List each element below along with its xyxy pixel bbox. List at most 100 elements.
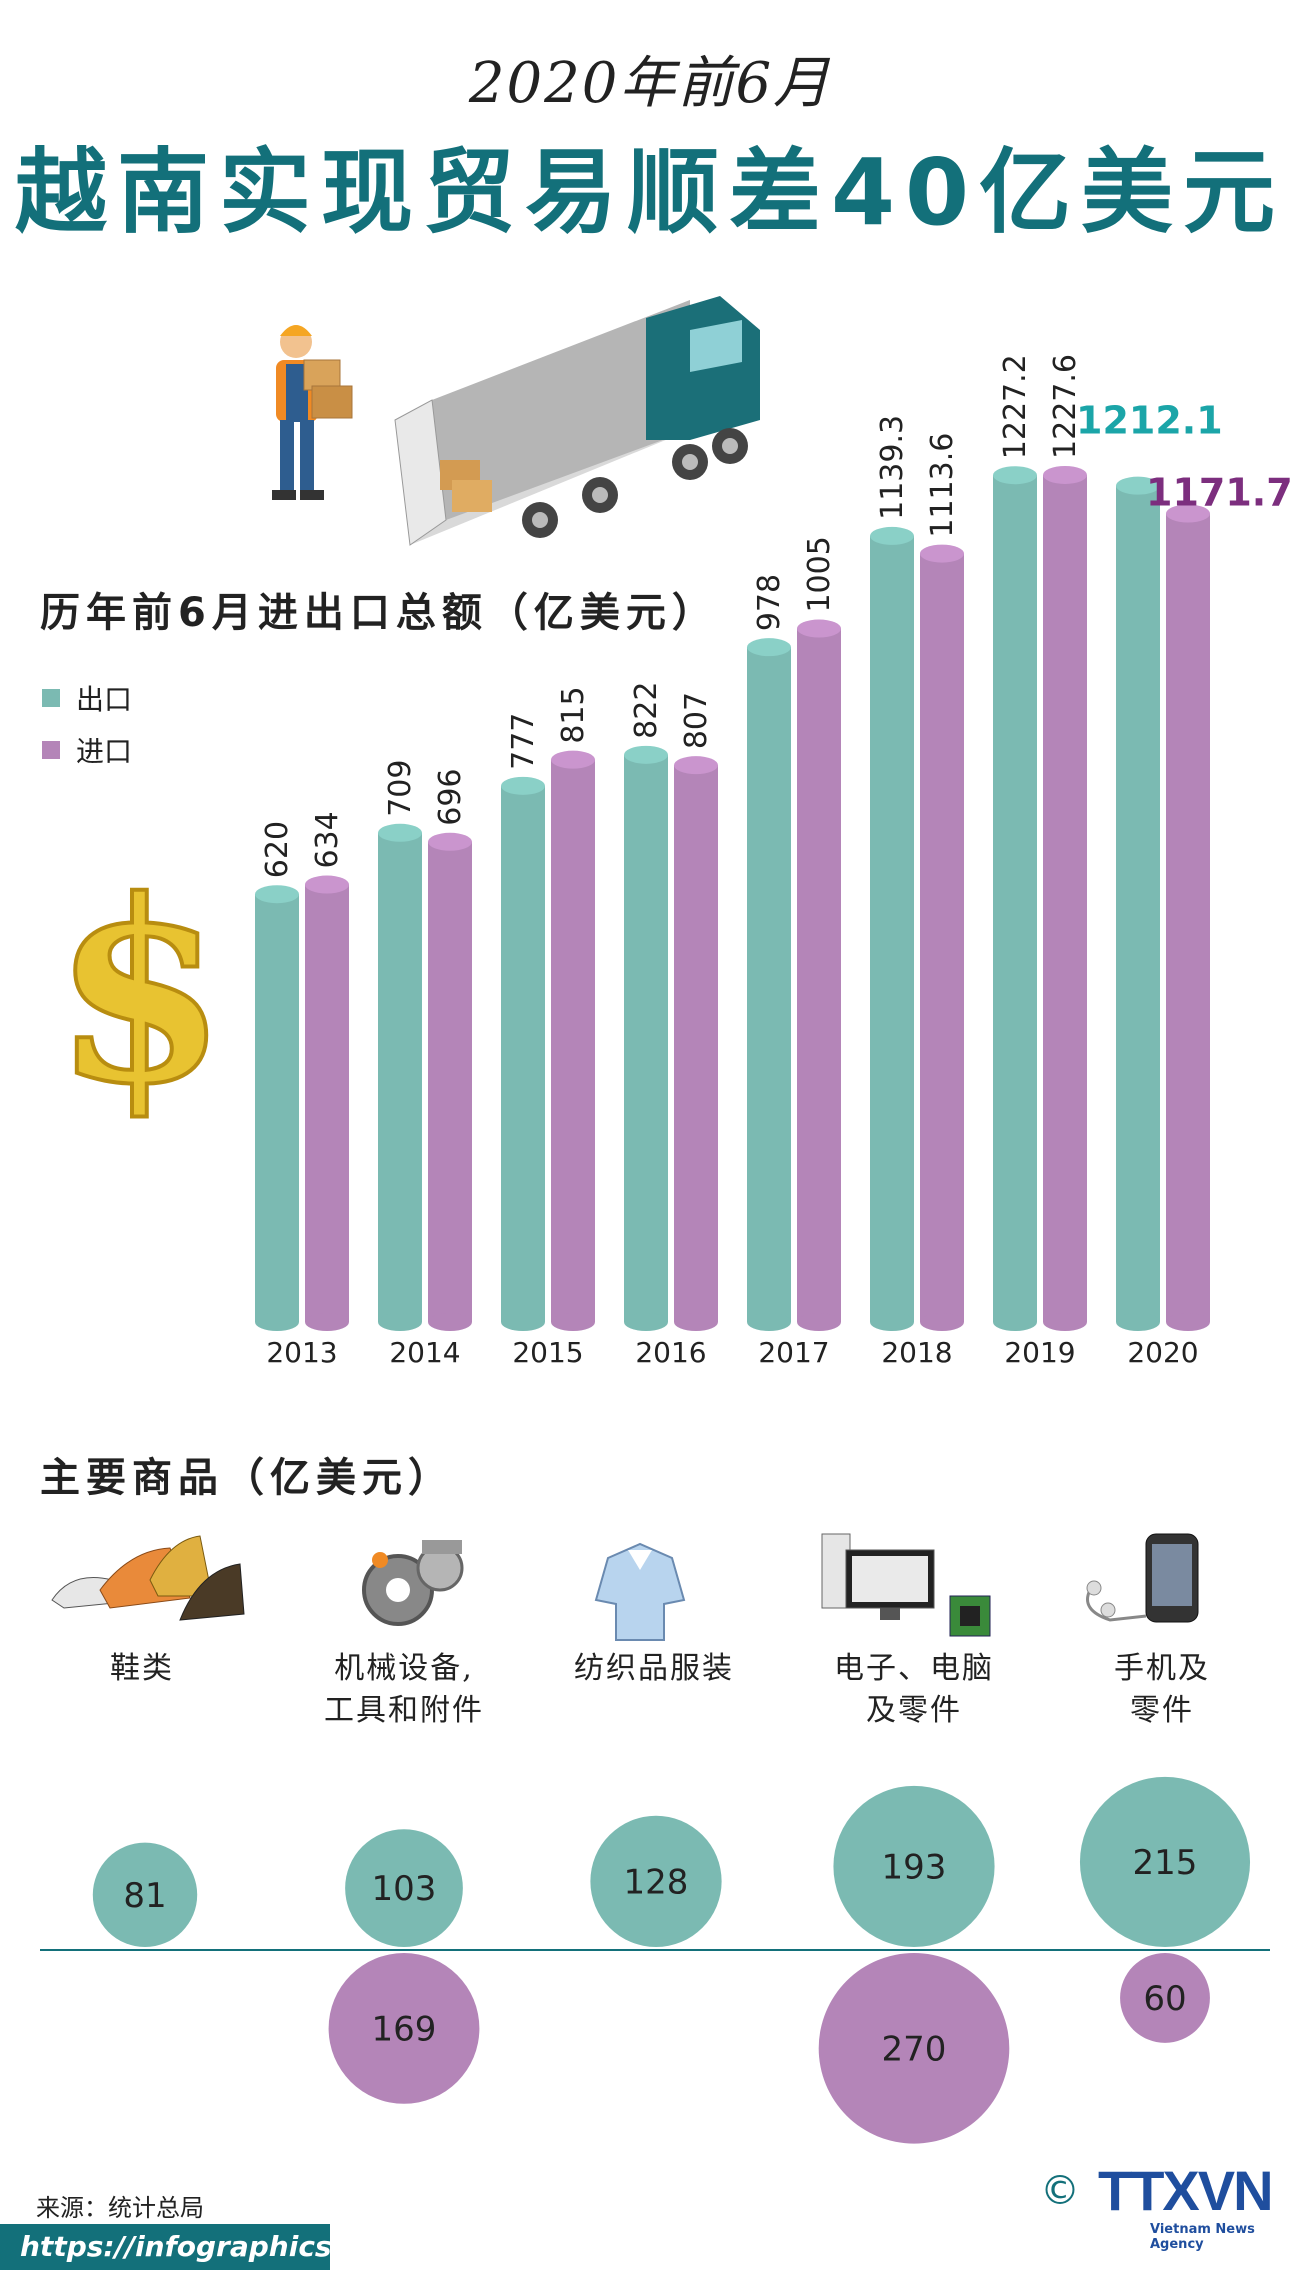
value-label-export-2017: 978 [752,574,787,631]
bar-chart: 620 634 2013 709 696 2014 777 815 2015 822 807 2016… [255,354,1293,1369]
legend-label-import: 进口 [76,735,133,768]
bar-export-2016 [624,754,668,1322]
goods-label-line: 电子、电脑 [834,1651,994,1686]
ttxvn-logo: TTXVN [1098,2159,1274,2222]
bubble-export-label-2: 128 [624,1862,689,1902]
goods-label-line: 纺织品服装 [574,1651,734,1686]
legend-item-export: 出口 [42,678,132,718]
worker-icon [272,325,353,500]
bar-export-2018 [870,535,914,1322]
bar-cap-export-2018 [870,526,914,545]
x-tick-label-2015: 2015 [512,1336,583,1369]
goods-label-line: 零件 [1130,1693,1194,1728]
bar-base-export-2013 [255,1313,299,1331]
bar-cap-export-2016 [624,745,668,764]
truck-icon [394,296,760,546]
bar-base-import-2015 [551,1313,595,1331]
bar-cap-export-2015 [501,776,545,795]
bar-export-2020 [1116,485,1160,1322]
page-title: 越南实现贸易顺差40亿美元 [14,139,1286,246]
value-label-import-2018: 1113.6 [925,433,960,538]
bar-import-2015 [551,759,595,1322]
bar-cap-export-2017 [747,638,791,657]
bar-export-2015 [501,785,545,1322]
x-tick-label-2014: 2014 [389,1336,460,1369]
x-tick-label-2020: 2020 [1127,1336,1198,1369]
bar-export-2013 [255,894,299,1322]
bubble-export-label-3: 193 [882,1847,947,1887]
bubble-export-label-4: 215 [1133,1843,1198,1883]
bubble-export-4 [1079,1776,1251,1947]
value-label-export-2015: 777 [506,713,541,770]
bar-base-export-2016 [624,1313,668,1331]
bubble-export-2 [590,1815,722,1947]
bar-cap-export-2019 [993,466,1037,485]
x-tick-label-2019: 2019 [1004,1336,1075,1369]
bar-cap-export-2014 [378,823,422,842]
supertitle: 2020年前6月 [468,51,832,116]
bar-export-2019 [993,475,1037,1322]
legend-item-import: 进口 [42,730,132,770]
logo-subtitle: Vietnam News Agency [1150,2222,1255,2252]
bar-import-2019 [1043,474,1087,1322]
copyright-icon: © [1040,2168,1080,2214]
goods-label-line: 手机及 [1114,1651,1210,1686]
bubble-import-3 [818,1953,1010,2144]
bar-base-export-2020 [1116,1313,1160,1331]
value-label-export-2020: 1212.1 [1076,399,1223,443]
bubble-export-3 [833,1785,995,1947]
bubble-import-label-1: 169 [372,2009,437,2049]
dollar-sign-icon: $ [51,843,229,1141]
value-label-export-2016: 822 [629,682,664,739]
shoes-icon [51,1535,245,1621]
bubble-import-label-4: 60 [1143,1979,1186,2019]
bar-base-export-2018 [870,1313,914,1331]
bar-cap-import-2017 [797,619,841,638]
chart-title: 历年前6月进出口总额（亿美元） [40,590,718,636]
value-label-import-2015: 815 [556,686,591,743]
bar-cap-export-2013 [255,885,299,904]
bar-import-2018 [920,553,964,1322]
bar-base-import-2016 [674,1313,718,1331]
bar-base-export-2014 [378,1313,422,1331]
machinery-gears-icon [362,1540,464,1626]
bar-base-import-2018 [920,1313,964,1331]
legend-label-export: 出口 [76,683,133,716]
value-label-import-2017: 1005 [802,536,837,612]
website-link[interactable]: https://infographics.vn [20,2230,381,2263]
bar-cap-import-2013 [305,875,349,894]
bar-cap-export-2020 [1116,476,1160,495]
goods-label-textiles: 纺织品服装 [544,1648,764,1690]
bubble-import-label-3: 270 [882,2029,947,2069]
value-label-export-2019: 1227.2 [998,354,1033,459]
mobile-phone-icon [1086,1533,1199,1623]
x-tick-label-2017: 2017 [758,1336,829,1369]
bar-import-2017 [797,628,841,1322]
bubble-export-1 [345,1829,463,1948]
bar-base-export-2019 [993,1313,1037,1331]
bar-base-export-2015 [501,1313,545,1331]
bar-base-import-2020 [1166,1313,1210,1331]
goods-label-machinery: 机械设备, 工具和附件 [294,1648,514,1732]
x-tick-label-2013: 2013 [266,1336,337,1369]
bar-base-import-2013 [305,1313,349,1331]
bubble-import-4 [1120,1953,1210,2043]
goods-label-phones: 手机及 零件 [1052,1648,1272,1732]
value-label-export-2014: 709 [383,760,418,817]
bar-cap-import-2018 [920,544,964,563]
goods-label-line: 鞋类 [110,1651,174,1686]
computer-icon [821,1533,991,1637]
svg-text:$: $ [53,845,227,1139]
value-label-export-2018: 1139.3 [875,415,910,520]
shirt-icon [594,1542,686,1641]
goods-title: 主要商品（亿美元） [40,1455,454,1501]
bar-import-2013 [305,884,349,1322]
legend-swatch-import [42,741,60,759]
bubble-export-label-0: 81 [123,1876,166,1916]
bar-base-export-2017 [747,1313,791,1331]
source-note: 来源：统计总局 [36,2194,204,2222]
x-tick-label-2018: 2018 [881,1336,952,1369]
bubble-import-1 [328,1953,480,2104]
